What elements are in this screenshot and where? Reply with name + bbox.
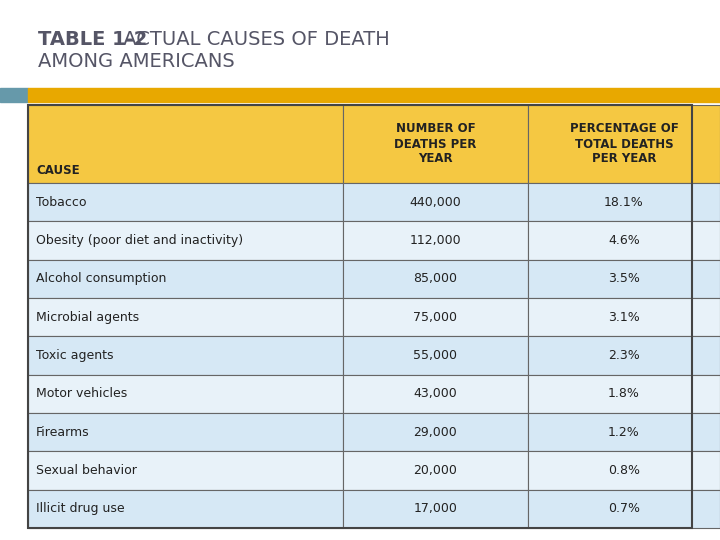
Text: 3.5%: 3.5% [608, 272, 640, 285]
Bar [28, 298, 343, 336]
Text: Tobacco: Tobacco [36, 195, 86, 208]
Bar [28, 375, 343, 413]
Bar [528, 413, 720, 451]
Text: 43,000: 43,000 [413, 387, 457, 400]
Text: AMONG AMERICANS: AMONG AMERICANS [38, 52, 235, 71]
Bar [528, 260, 720, 298]
Bar [28, 336, 343, 375]
Bar [343, 490, 528, 528]
Text: 29,000: 29,000 [413, 426, 457, 438]
Text: 112,000: 112,000 [410, 234, 462, 247]
Bar [528, 336, 720, 375]
Bar [528, 105, 720, 183]
Text: CAUSE: CAUSE [36, 164, 80, 177]
Bar [343, 221, 528, 260]
Bar [343, 375, 528, 413]
Bar [528, 490, 720, 528]
Bar [343, 183, 528, 221]
Text: 0.8%: 0.8% [608, 464, 640, 477]
Bar [528, 221, 720, 260]
Bar [28, 413, 343, 451]
Bar [528, 375, 720, 413]
Text: 440,000: 440,000 [410, 195, 462, 208]
Bar [28, 105, 692, 528]
Text: 17,000: 17,000 [413, 502, 457, 515]
Text: 0.7%: 0.7% [608, 502, 640, 515]
Bar [28, 105, 343, 183]
Text: 55,000: 55,000 [413, 349, 457, 362]
Text: 3.1%: 3.1% [608, 310, 640, 323]
Text: Motor vehicles: Motor vehicles [36, 387, 127, 400]
Bar [343, 336, 528, 375]
Text: 75,000: 75,000 [413, 310, 457, 323]
Bar [0, 88, 28, 102]
Text: Toxic agents: Toxic agents [36, 349, 114, 362]
Bar [343, 298, 528, 336]
Text: 20,000: 20,000 [413, 464, 457, 477]
Text: Firearms: Firearms [36, 426, 89, 438]
Bar [343, 451, 528, 490]
Text: ACTUAL CAUSES OF DEATH: ACTUAL CAUSES OF DEATH [117, 30, 390, 49]
Bar [528, 298, 720, 336]
Bar [28, 88, 720, 102]
Bar [28, 260, 343, 298]
Text: Sexual behavior: Sexual behavior [36, 464, 137, 477]
Text: 1.8%: 1.8% [608, 387, 640, 400]
Bar [28, 490, 343, 528]
Bar [528, 451, 720, 490]
Text: Microbial agents: Microbial agents [36, 310, 139, 323]
Text: 18.1%: 18.1% [604, 195, 644, 208]
Text: 85,000: 85,000 [413, 272, 457, 285]
Bar [28, 221, 343, 260]
Bar [343, 260, 528, 298]
Text: TABLE 1-2: TABLE 1-2 [38, 30, 148, 49]
Text: 2.3%: 2.3% [608, 349, 640, 362]
Bar [343, 105, 528, 183]
Text: Illicit drug use: Illicit drug use [36, 502, 125, 515]
Text: NUMBER OF
DEATHS PER
YEAR: NUMBER OF DEATHS PER YEAR [395, 123, 477, 165]
Text: 1.2%: 1.2% [608, 426, 640, 438]
Text: 4.6%: 4.6% [608, 234, 640, 247]
Bar [343, 413, 528, 451]
Text: Obesity (poor diet and inactivity): Obesity (poor diet and inactivity) [36, 234, 243, 247]
Bar [28, 451, 343, 490]
Bar [28, 183, 343, 221]
Text: PERCENTAGE OF
TOTAL DEATHS
PER YEAR: PERCENTAGE OF TOTAL DEATHS PER YEAR [570, 123, 678, 165]
Bar [528, 183, 720, 221]
Text: Alcohol consumption: Alcohol consumption [36, 272, 166, 285]
